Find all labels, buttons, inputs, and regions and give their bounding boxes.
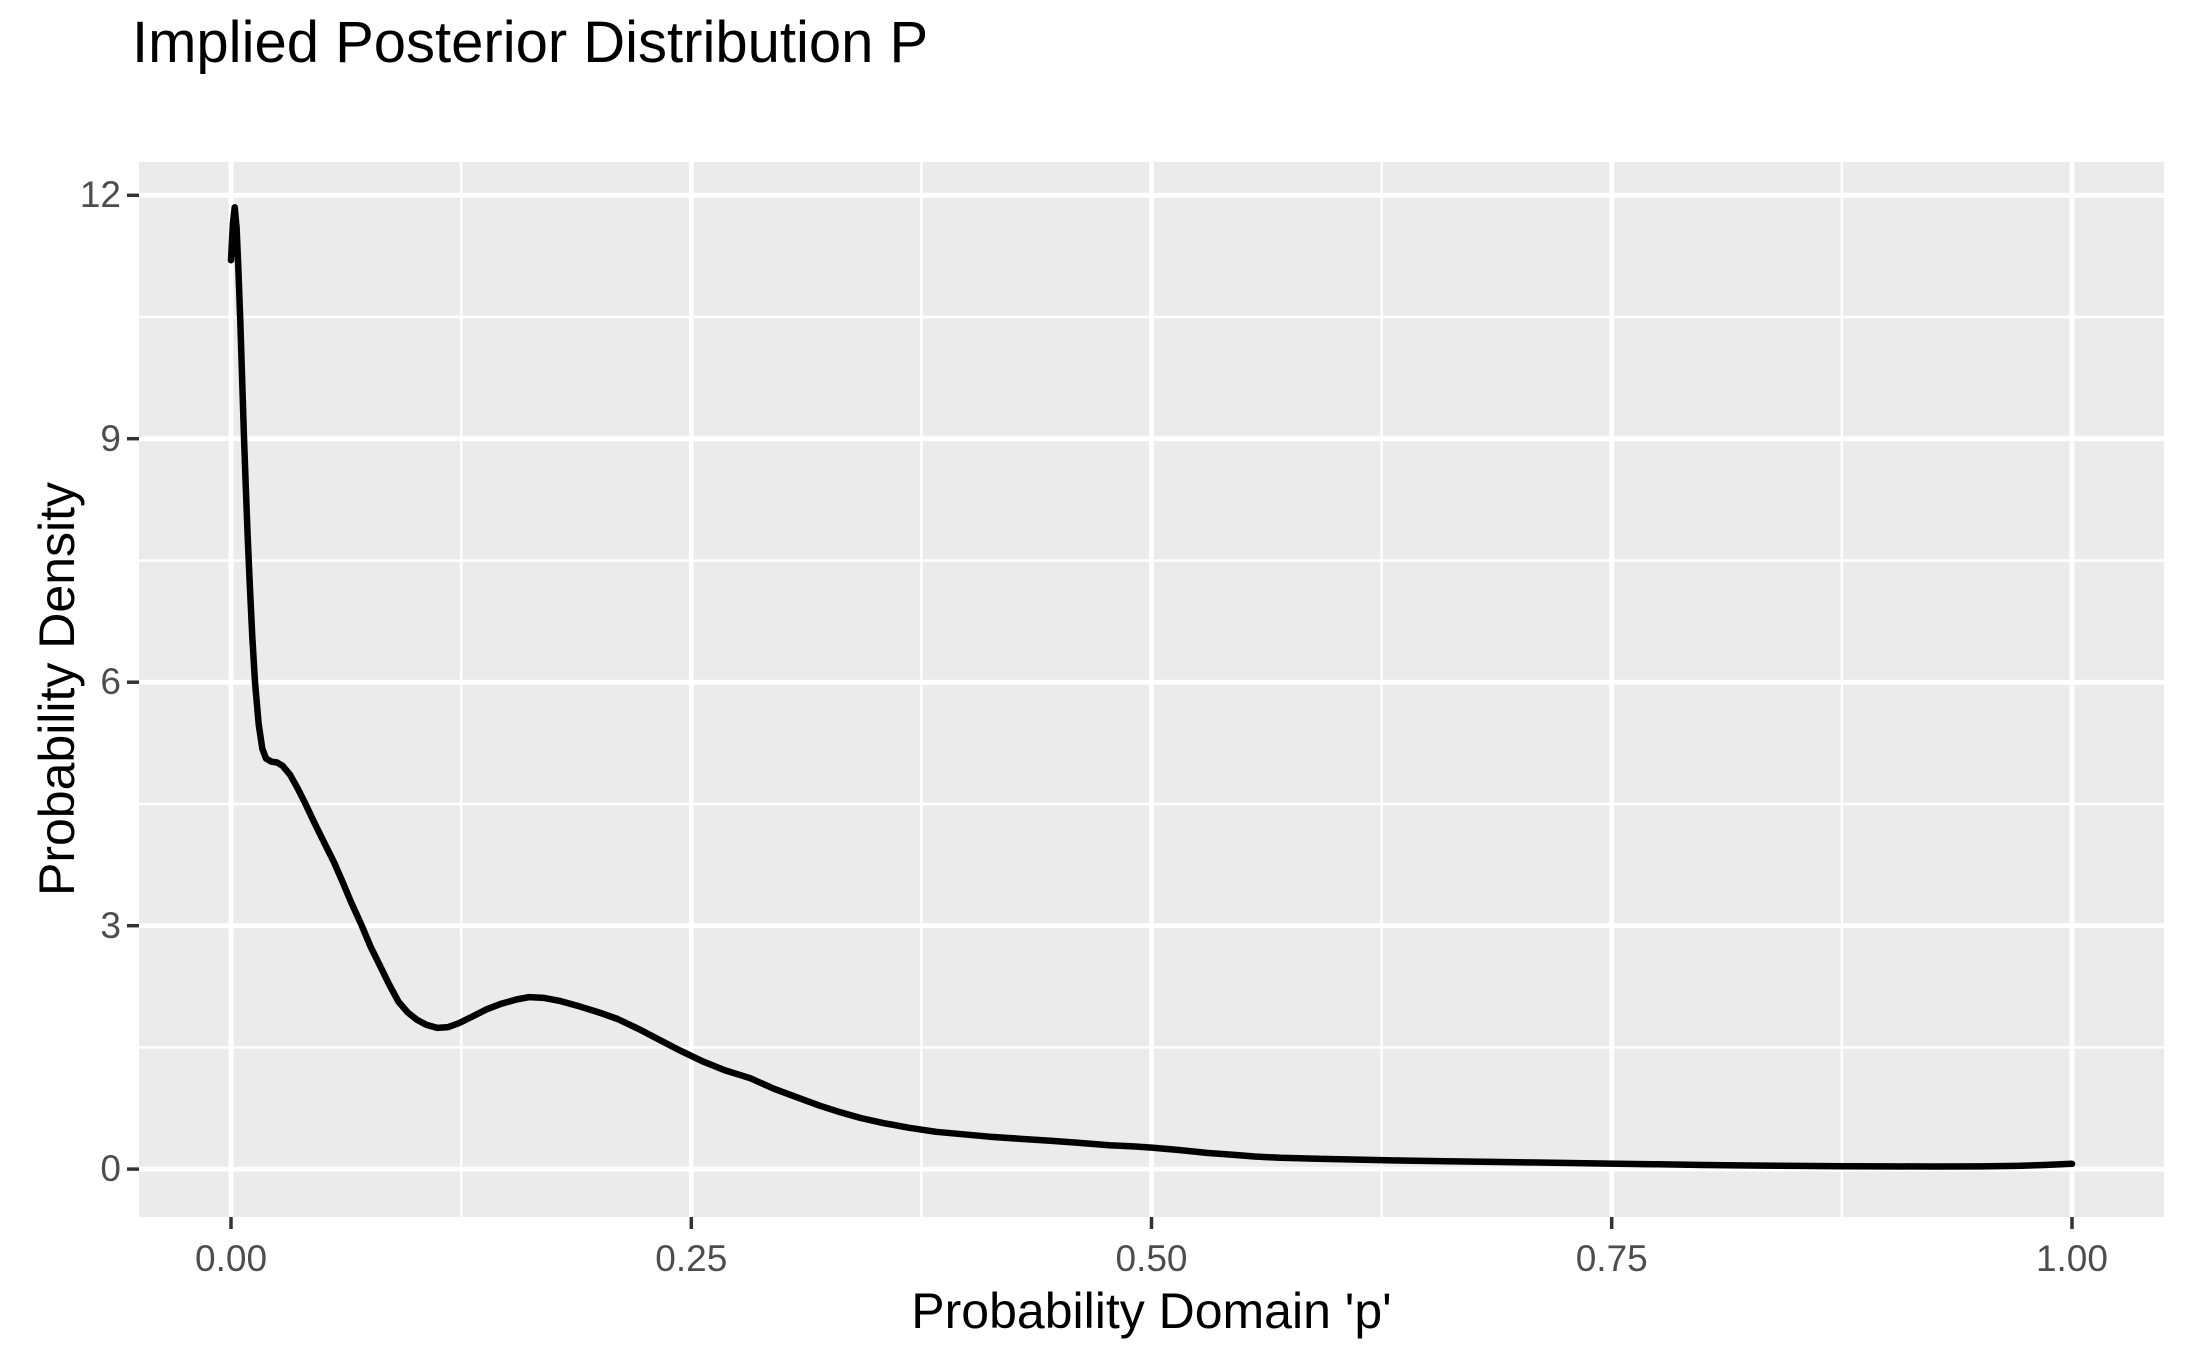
x-tick-label: 0.75 (1575, 1238, 1648, 1279)
x-axis-title: Probability Domain 'p' (911, 1283, 1392, 1339)
x-tick-label: 0.50 (1115, 1238, 1188, 1279)
major-gridlines (139, 162, 2164, 1217)
y-tick-label: 9 (100, 417, 121, 459)
x-tick-label: 0.25 (655, 1238, 728, 1279)
axis-tick-marks (127, 193, 2074, 1229)
y-tick-label: 0 (100, 1148, 121, 1190)
y-tick-label: 6 (100, 661, 121, 703)
density-curve (227, 204, 2076, 1170)
x-tick-label: 1.00 (2035, 1238, 2108, 1279)
y-tick-label: 3 (100, 904, 121, 946)
plot-title: Implied Posterior Distribution P (132, 10, 929, 75)
x-tick-label: 0.00 (195, 1238, 268, 1279)
y-tick-label: 12 (79, 174, 121, 216)
